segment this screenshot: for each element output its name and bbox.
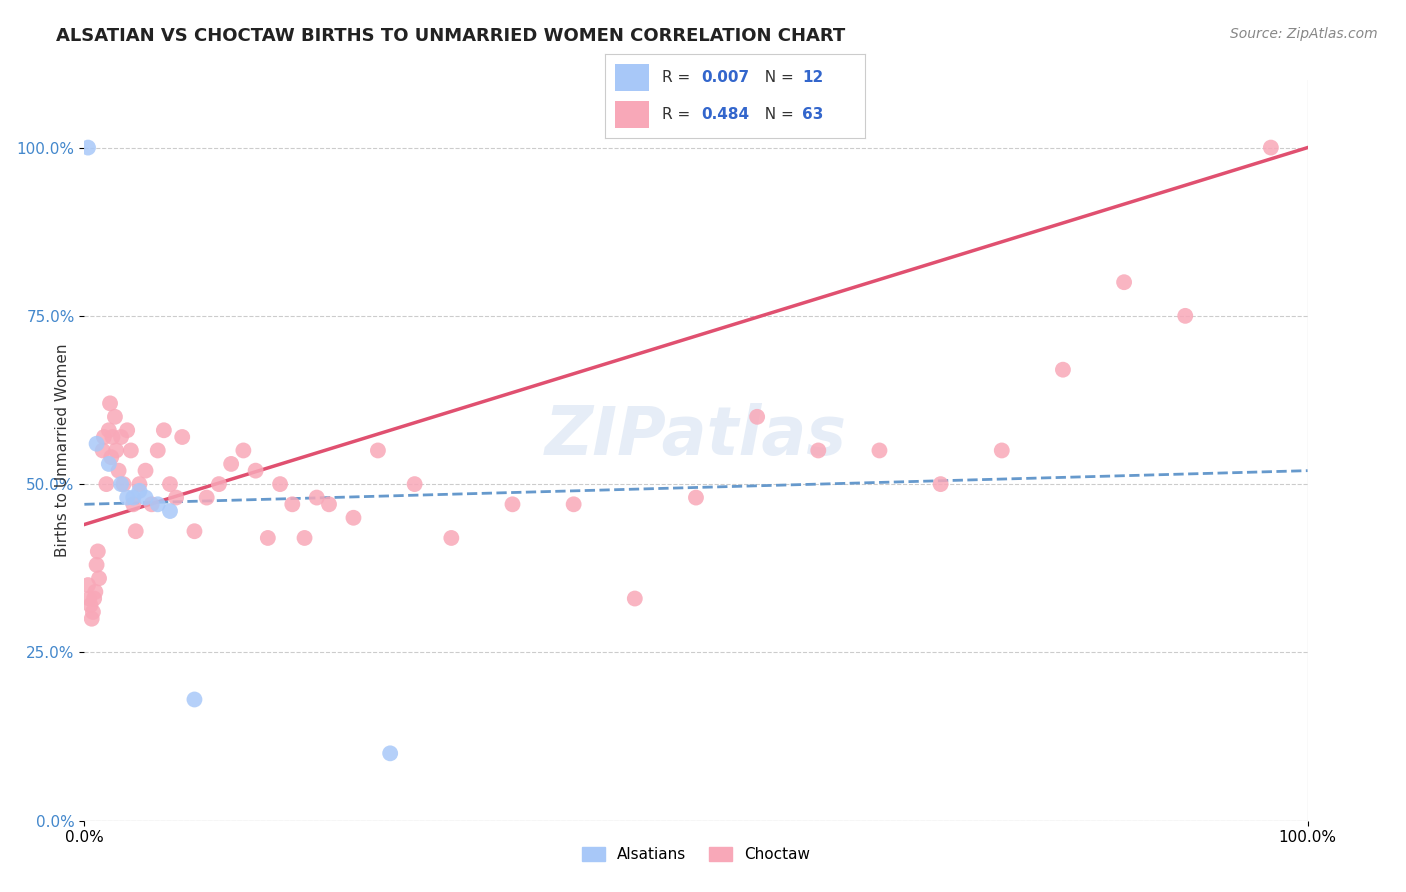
Text: ALSATIAN VS CHOCTAW BIRTHS TO UNMARRIED WOMEN CORRELATION CHART: ALSATIAN VS CHOCTAW BIRTHS TO UNMARRIED … — [56, 27, 845, 45]
Text: N =: N = — [755, 70, 799, 85]
Point — [165, 491, 187, 505]
Point — [869, 443, 891, 458]
Point — [159, 504, 181, 518]
Text: 63: 63 — [803, 107, 824, 122]
Text: N =: N = — [755, 107, 799, 122]
Point — [128, 477, 150, 491]
Point — [183, 524, 205, 539]
Point — [146, 443, 169, 458]
Y-axis label: Births to Unmarried Women: Births to Unmarried Women — [55, 343, 70, 558]
Point — [294, 531, 316, 545]
Point — [87, 544, 110, 558]
Point — [1114, 275, 1136, 289]
Point — [380, 747, 402, 761]
Point — [183, 692, 205, 706]
Point — [318, 497, 340, 511]
Point — [1052, 362, 1074, 376]
Point — [562, 497, 585, 511]
Point — [929, 477, 952, 491]
Point — [122, 497, 145, 511]
Text: 12: 12 — [803, 70, 824, 85]
Point — [172, 430, 194, 444]
Text: 0.484: 0.484 — [700, 107, 749, 122]
Point — [101, 430, 124, 444]
Point — [77, 591, 100, 606]
Point — [96, 477, 118, 491]
Text: R =: R = — [662, 70, 695, 85]
Point — [153, 423, 176, 437]
Point — [219, 457, 242, 471]
Point — [342, 510, 364, 524]
Point — [120, 443, 142, 458]
Point — [269, 477, 291, 491]
Text: ZIPatlas: ZIPatlas — [546, 402, 846, 468]
Bar — [614, 101, 648, 128]
Point — [115, 491, 138, 505]
Text: R =: R = — [662, 107, 695, 122]
Legend: Alsatians, Choctaw: Alsatians, Choctaw — [575, 841, 817, 869]
Point — [305, 491, 328, 505]
Point — [84, 584, 107, 599]
Point — [208, 477, 231, 491]
Point — [685, 491, 707, 505]
Point — [93, 430, 115, 444]
Point — [112, 477, 135, 491]
Point — [110, 477, 132, 491]
Point — [125, 524, 148, 539]
Point — [195, 491, 218, 505]
Point — [141, 497, 163, 511]
Point — [1174, 309, 1197, 323]
Bar — [614, 63, 648, 91]
Point — [135, 464, 157, 478]
Point — [105, 443, 128, 458]
Point — [404, 477, 426, 491]
Point — [97, 423, 120, 437]
Point — [77, 140, 100, 154]
Point — [128, 483, 150, 498]
Point — [440, 531, 463, 545]
Point — [807, 443, 830, 458]
Point — [245, 464, 267, 478]
Point — [98, 396, 121, 410]
Point — [502, 497, 524, 511]
Point — [100, 450, 122, 465]
Point — [104, 409, 127, 424]
Point — [115, 423, 138, 437]
Point — [83, 591, 105, 606]
Point — [146, 497, 169, 511]
Text: 0.007: 0.007 — [700, 70, 749, 85]
Point — [281, 497, 304, 511]
Point — [110, 430, 132, 444]
Point — [624, 591, 647, 606]
Point — [257, 531, 280, 545]
Point — [80, 612, 103, 626]
Point — [77, 578, 100, 592]
Point — [82, 605, 104, 619]
Point — [367, 443, 389, 458]
Point — [86, 558, 108, 572]
Text: Source: ZipAtlas.com: Source: ZipAtlas.com — [1230, 27, 1378, 41]
Point — [79, 599, 101, 613]
Point — [97, 457, 120, 471]
Point — [135, 491, 157, 505]
Point — [1260, 140, 1282, 154]
Point — [232, 443, 254, 458]
Point — [107, 464, 129, 478]
Point — [91, 443, 114, 458]
Point — [86, 436, 108, 450]
Point — [122, 491, 145, 505]
Point — [87, 571, 110, 585]
Point — [991, 443, 1014, 458]
Point — [747, 409, 769, 424]
Point — [159, 477, 181, 491]
